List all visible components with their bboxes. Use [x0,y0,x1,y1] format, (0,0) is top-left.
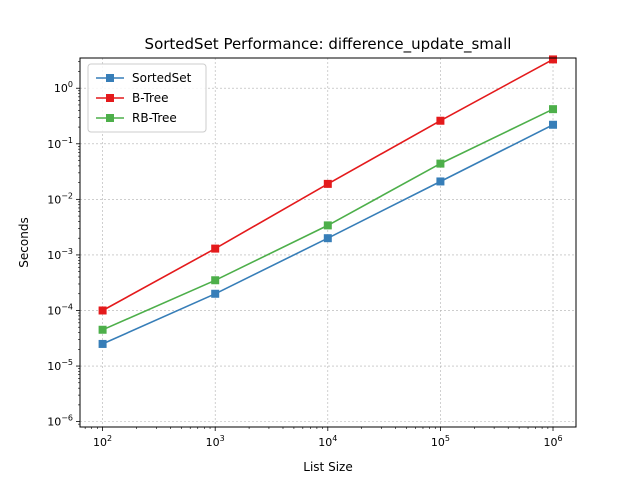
data-point-sortedset [436,177,445,186]
grid [80,58,576,427]
data-point-b-tree [436,116,445,125]
data-point-rb-tree [436,159,445,168]
data-point-b-tree [323,179,332,188]
series-rb-tree [98,105,558,334]
data-point-b-tree [549,55,558,64]
legend-label: SortedSet [132,71,192,85]
y-tick-label: 10−5 [47,358,73,373]
chart-title: SortedSet Performance: difference_update… [145,35,512,54]
x-tick-label: 102 [93,434,112,449]
data-point-rb-tree [98,325,107,334]
y-tick-label: 10−2 [47,191,73,206]
x-tick-label: 104 [318,434,337,449]
legend-marker [106,74,114,82]
y-axis-label: Seconds [17,217,31,267]
axis-ticks: 102 103 104 105 106 10−6 10−5 10−4 10−3 10−2 10−1 1… [47,61,563,449]
series-sortedset [98,120,558,348]
data-point-rb-tree [549,105,558,114]
data-point-b-tree [98,306,107,315]
legend-label: B-Tree [132,91,168,105]
y-tick-label: 10−1 [47,136,73,151]
x-tick-label: 106 [543,434,562,449]
legend: SortedSet B-Tree RB-Tree [87,63,207,133]
legend-label: RB-Tree [132,111,177,125]
x-tick-label: 105 [431,434,450,449]
series-layer [98,55,558,348]
y-tick-label: 100 [54,80,73,95]
x-tick-label: 103 [206,434,225,449]
legend-box [87,63,207,133]
y-tick-label: 10−3 [47,247,73,262]
data-point-rb-tree [211,276,220,285]
y-tick-label: 10−6 [47,414,73,429]
x-axis-label: List Size [303,460,352,474]
data-point-sortedset [98,339,107,348]
data-point-sortedset [549,120,558,129]
data-point-b-tree [211,244,220,253]
legend-entry-b-tree: B-Tree [96,91,168,105]
data-point-sortedset [211,289,220,298]
legend-entry-rb-tree: RB-Tree [96,111,177,125]
data-point-rb-tree [323,221,332,230]
y-tick-label: 10−4 [47,302,73,317]
data-point-sortedset [323,234,332,243]
legend-marker [106,94,114,102]
legend-marker [106,114,114,122]
legend-entry-sortedset: SortedSet [96,71,192,85]
series-b-tree [98,55,558,315]
